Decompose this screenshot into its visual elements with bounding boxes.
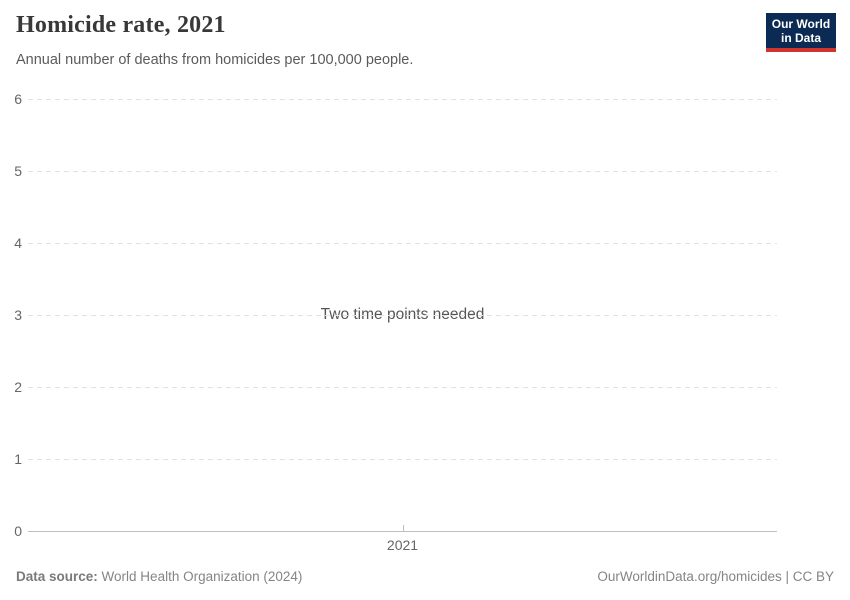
empty-chart-message: Two time points needed [320, 306, 485, 323]
gridline-y-0 [28, 531, 777, 532]
gridline-y-2 [28, 386, 777, 388]
attribution: OurWorldinData.org/homicides | CC BY [597, 569, 834, 584]
ytick-label-3: 3 [14, 307, 22, 323]
owid-logo-line1: Our World [771, 17, 831, 31]
chart-footer: Data source: World Health Organization (… [16, 569, 834, 584]
owid-logo: Our World in Data [766, 13, 836, 52]
ytick-label-1: 1 [14, 451, 22, 467]
owid-logo-line2: in Data [780, 31, 821, 45]
chart-title: Homicide rate, 2021 [16, 12, 226, 38]
gridline-y-1 [28, 459, 777, 460]
gridline-y-5 [28, 170, 777, 172]
gridline-y-3 [28, 315, 777, 316]
ytick-label-2: 2 [14, 378, 22, 395]
xtick-label-2021: 2021 [386, 537, 419, 553]
plot-area: Two time points needed 2021 0 1 2 3 4 5 6 [14, 91, 777, 553]
data-source-value: World Health Organization (2024) [101, 569, 303, 584]
chart-subtitle: Annual number of deaths from homicides p… [16, 52, 414, 68]
ytick-label-5: 5 [14, 162, 22, 179]
ytick-label-6: 6 [14, 91, 22, 107]
ytick-label-4: 4 [14, 234, 22, 251]
gridline-y-6 [28, 99, 777, 100]
ytick-label-0: 0 [14, 523, 22, 539]
data-source-label: Data source: [16, 569, 98, 584]
data-source: Data source: World Health Organization (… [16, 569, 302, 584]
xtick-mark-2021 [402, 525, 404, 531]
gridline-y-4 [28, 242, 777, 244]
